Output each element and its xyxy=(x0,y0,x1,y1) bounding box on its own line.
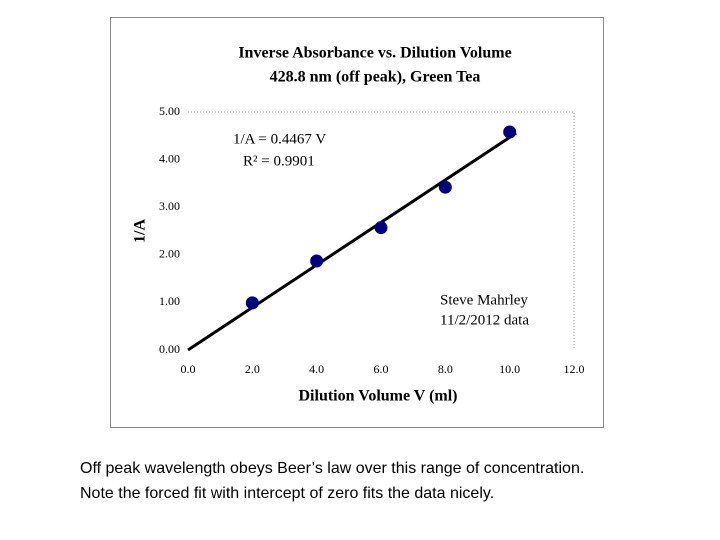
date-note: 11/2/2012 data xyxy=(440,312,529,328)
y-tick-label: 5.00 xyxy=(159,104,180,118)
y-tick-label: 2.00 xyxy=(159,247,180,261)
data-point xyxy=(374,221,388,235)
data-point xyxy=(245,296,259,310)
author-note: Steve Mahrley xyxy=(440,292,528,308)
x-tick-label: 0.0 xyxy=(181,362,196,376)
equation: 1/A = 0.4467 V xyxy=(233,131,326,147)
caption-line: Off peak wavelength obeys Beer’s law ove… xyxy=(80,460,585,477)
chart-title: Inverse Absorbance vs. Dilution Volume xyxy=(238,45,511,62)
chart-frame xyxy=(110,17,604,428)
x-tick-label: 4.0 xyxy=(309,362,324,376)
y-axis-label: 1/A xyxy=(132,219,149,243)
x-tick-label: 12.0 xyxy=(564,362,585,376)
chart-subtitle: 428.8 nm (off peak), Green Tea xyxy=(270,69,481,86)
y-tick-label: 1.00 xyxy=(159,294,180,308)
caption-line: Note the forced fit with intercept of ze… xyxy=(80,485,495,502)
data-point xyxy=(438,180,452,194)
x-axis-label: Dilution Volume V (ml) xyxy=(299,388,458,405)
x-tick-label: 8.0 xyxy=(438,362,453,376)
x-tick-label: 10.0 xyxy=(499,362,520,376)
r-squared: R² = 0.9901 xyxy=(243,153,315,169)
x-tick-label: 6.0 xyxy=(374,362,389,376)
x-tick-label: 2.0 xyxy=(245,362,260,376)
trendline xyxy=(187,131,517,352)
y-tick-label: 0.00 xyxy=(159,342,180,356)
data-point xyxy=(503,125,517,139)
y-tick-label: 3.00 xyxy=(159,199,180,213)
y-tick-label: 4.00 xyxy=(159,151,180,165)
data-point xyxy=(310,254,324,268)
